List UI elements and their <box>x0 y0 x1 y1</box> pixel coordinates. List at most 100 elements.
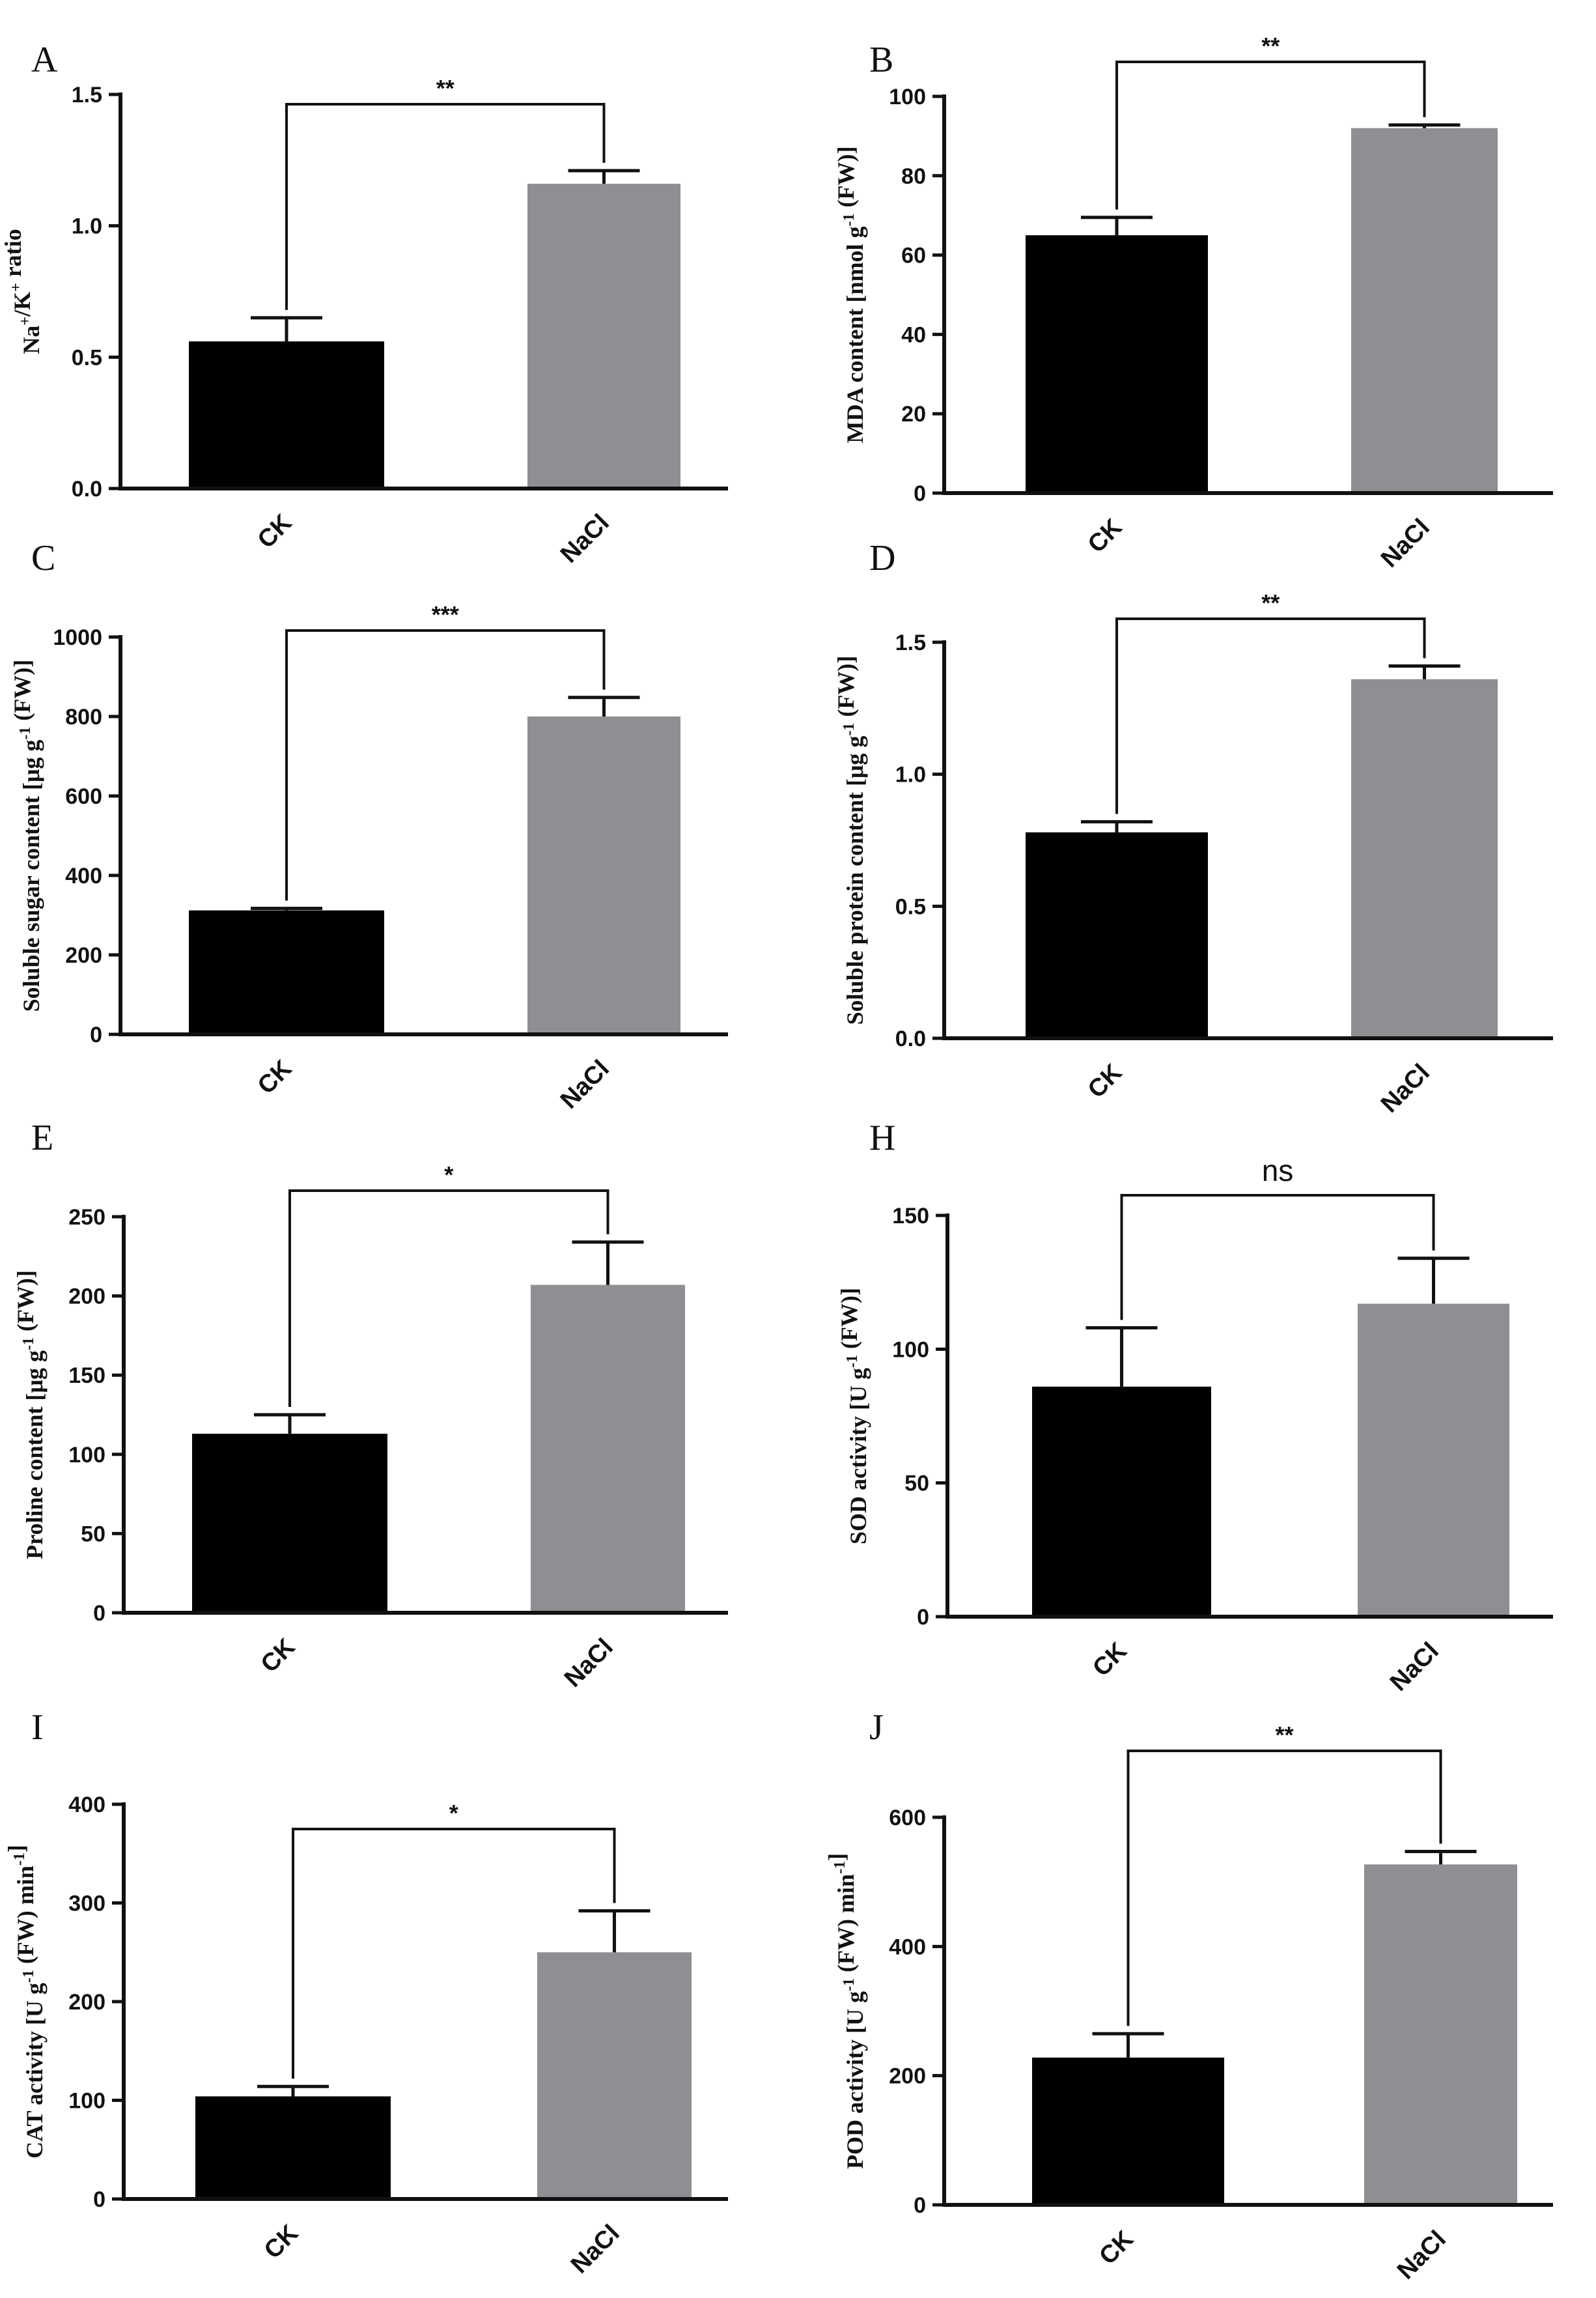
error-bar-nacl <box>1388 664 1461 679</box>
y-tick-label: 600 <box>889 1806 926 1830</box>
y-tick-label: 600 <box>65 784 102 809</box>
bar-nacl <box>1358 1303 1509 1617</box>
x-tick-label-ck: CK <box>1094 2225 1139 2270</box>
y-tick-label: 400 <box>68 1793 105 1817</box>
panel-E: E CK NaCl 0 50 100 150 200 250 Proline content [μ… <box>12 1118 728 1693</box>
y-tick-label: 100 <box>68 2089 105 2114</box>
error-bar-nacl <box>578 1909 651 1953</box>
y-tick-label: 200 <box>68 1990 105 2015</box>
panel-H: H CK NaCl 0 50 100 150 SOD activity [U g-1 (FW)… <box>836 1118 1553 1697</box>
y-tick-label: 0.0 <box>895 1027 926 1051</box>
y-tick-label: 800 <box>65 705 102 730</box>
bar-nacl <box>1351 128 1498 494</box>
y-tick-label: 50 <box>81 1522 105 1546</box>
y-tick-label: 150 <box>892 1204 929 1228</box>
y-axis-title: CAT activity [U g-1 (FW) min-1] <box>3 1845 48 2159</box>
x-tick-label-ck: CK <box>1087 1637 1132 1682</box>
x-tick-label-ck: CK <box>259 2219 304 2264</box>
error-bar-ck <box>1081 216 1153 236</box>
error-bar-ck <box>1092 2032 1164 2058</box>
panel-letter: E <box>31 1118 53 1158</box>
y-tick-label: 0.5 <box>72 345 102 370</box>
x-tick-label-nacl: NaCl <box>559 1634 619 1693</box>
y-axis-title: Soluble sugar content [μg g-1 (FW)] <box>9 660 44 1012</box>
y-tick-label: 60 <box>901 244 926 268</box>
x-tick-label-nacl: NaCl <box>555 509 615 569</box>
bar-nacl <box>527 184 680 489</box>
bar-ck <box>192 1434 387 1613</box>
y-tick-label: 1.5 <box>72 83 102 107</box>
y-tick-label: 1.5 <box>895 631 926 655</box>
panel-D: D CK NaCl 0.0 0.5 1.0 1.5 Soluble protein conte… <box>833 538 1553 1118</box>
x-tick-label-nacl: NaCl <box>566 2220 625 2279</box>
significance-bracket <box>1115 617 1426 814</box>
error-bar-nacl <box>568 696 640 716</box>
panel-letter: A <box>31 40 58 80</box>
y-tick-label: 0 <box>90 1023 102 1047</box>
y-axis-title: Proline content [μg g-1 (FW)] <box>12 1270 48 1559</box>
y-tick-label: 0 <box>93 2187 105 2212</box>
panel-A: A CK NaCl 0.0 0.5 1.0 1.5 Na+/K+ ratio ** <box>0 40 728 569</box>
bar-nacl <box>537 1952 692 2199</box>
error-bar-nacl <box>1388 123 1461 128</box>
x-tick-label-nacl: NaCl <box>1385 1638 1444 1697</box>
x-tick-label-nacl: NaCl <box>1376 1059 1435 1118</box>
bar-ck <box>189 341 384 489</box>
error-bar-ck <box>254 1413 326 1434</box>
y-tick-label: 50 <box>904 1471 929 1496</box>
y-tick-label: 100 <box>68 1443 105 1468</box>
x-tick-label-nacl: NaCl <box>1392 2226 1451 2285</box>
significance-bracket <box>285 103 606 310</box>
bar-ck <box>1032 1386 1211 1617</box>
bar-nacl <box>531 1284 685 1613</box>
bar-ck <box>189 910 384 1034</box>
significance-label: *** <box>432 601 459 628</box>
bar-nacl <box>1364 1864 1517 2205</box>
significance-bracket <box>1127 1750 1442 2026</box>
panel-letter: I <box>31 1707 44 1748</box>
y-axis-title: SOD activity [U g-1 (FW)] <box>836 1288 871 1544</box>
panel-letter: D <box>869 538 895 578</box>
significance-bracket <box>1115 61 1426 210</box>
panel-I: I CK NaCl 0 100 200 300 400 CAT activity [U g-1 … <box>3 1707 728 2279</box>
error-bar-ck <box>1085 1326 1158 1387</box>
y-tick-label: 200 <box>889 2064 926 2089</box>
x-tick-label-nacl: NaCl <box>1376 514 1435 573</box>
significance-bracket <box>285 629 606 901</box>
y-tick-label: 250 <box>68 1205 105 1230</box>
panel-letter: B <box>869 40 893 80</box>
bar-nacl <box>1351 679 1498 1038</box>
error-bar-ck <box>251 316 322 342</box>
y-tick-label: 400 <box>889 1935 926 1959</box>
error-bar-nacl <box>568 169 640 184</box>
significance-bracket <box>288 1189 609 1407</box>
significance-label: * <box>444 1161 453 1188</box>
error-bar-nacl <box>572 1240 644 1285</box>
x-tick-label-ck: CK <box>253 1055 298 1099</box>
x-tick-label-ck: CK <box>1083 1058 1128 1103</box>
y-tick-label: 300 <box>68 1892 105 1916</box>
panel-letter: C <box>31 538 55 578</box>
bar-ck <box>1032 2057 1224 2205</box>
bar-ck <box>1026 235 1208 493</box>
panel-J: J CK NaCl 0 200 400 600 POD activity [U g-1 (FW… <box>824 1707 1553 2285</box>
y-tick-label: 200 <box>65 943 102 968</box>
y-tick-label: 0 <box>914 481 926 506</box>
y-tick-label: 1.0 <box>895 763 926 787</box>
bar-ck <box>195 2096 391 2199</box>
y-tick-label: 1000 <box>53 625 102 650</box>
error-bar-nacl <box>1405 1850 1477 1865</box>
significance-label: ** <box>1261 589 1280 616</box>
error-bar-ck <box>257 2084 329 2097</box>
x-tick-label-ck: CK <box>1083 513 1128 558</box>
significance-label: ns <box>1262 1154 1294 1187</box>
error-bar-ck <box>1081 820 1153 832</box>
y-tick-label: 150 <box>68 1363 105 1388</box>
y-axis-title: POD activity [U g-1 (FW) min-1] <box>824 1853 868 2169</box>
significance-label: ** <box>1275 1722 1293 1748</box>
x-tick-label-ck: CK <box>256 1633 301 1678</box>
y-tick-label: 200 <box>68 1284 105 1309</box>
x-tick-label-ck: CK <box>253 509 298 554</box>
y-tick-label: 400 <box>65 864 102 888</box>
